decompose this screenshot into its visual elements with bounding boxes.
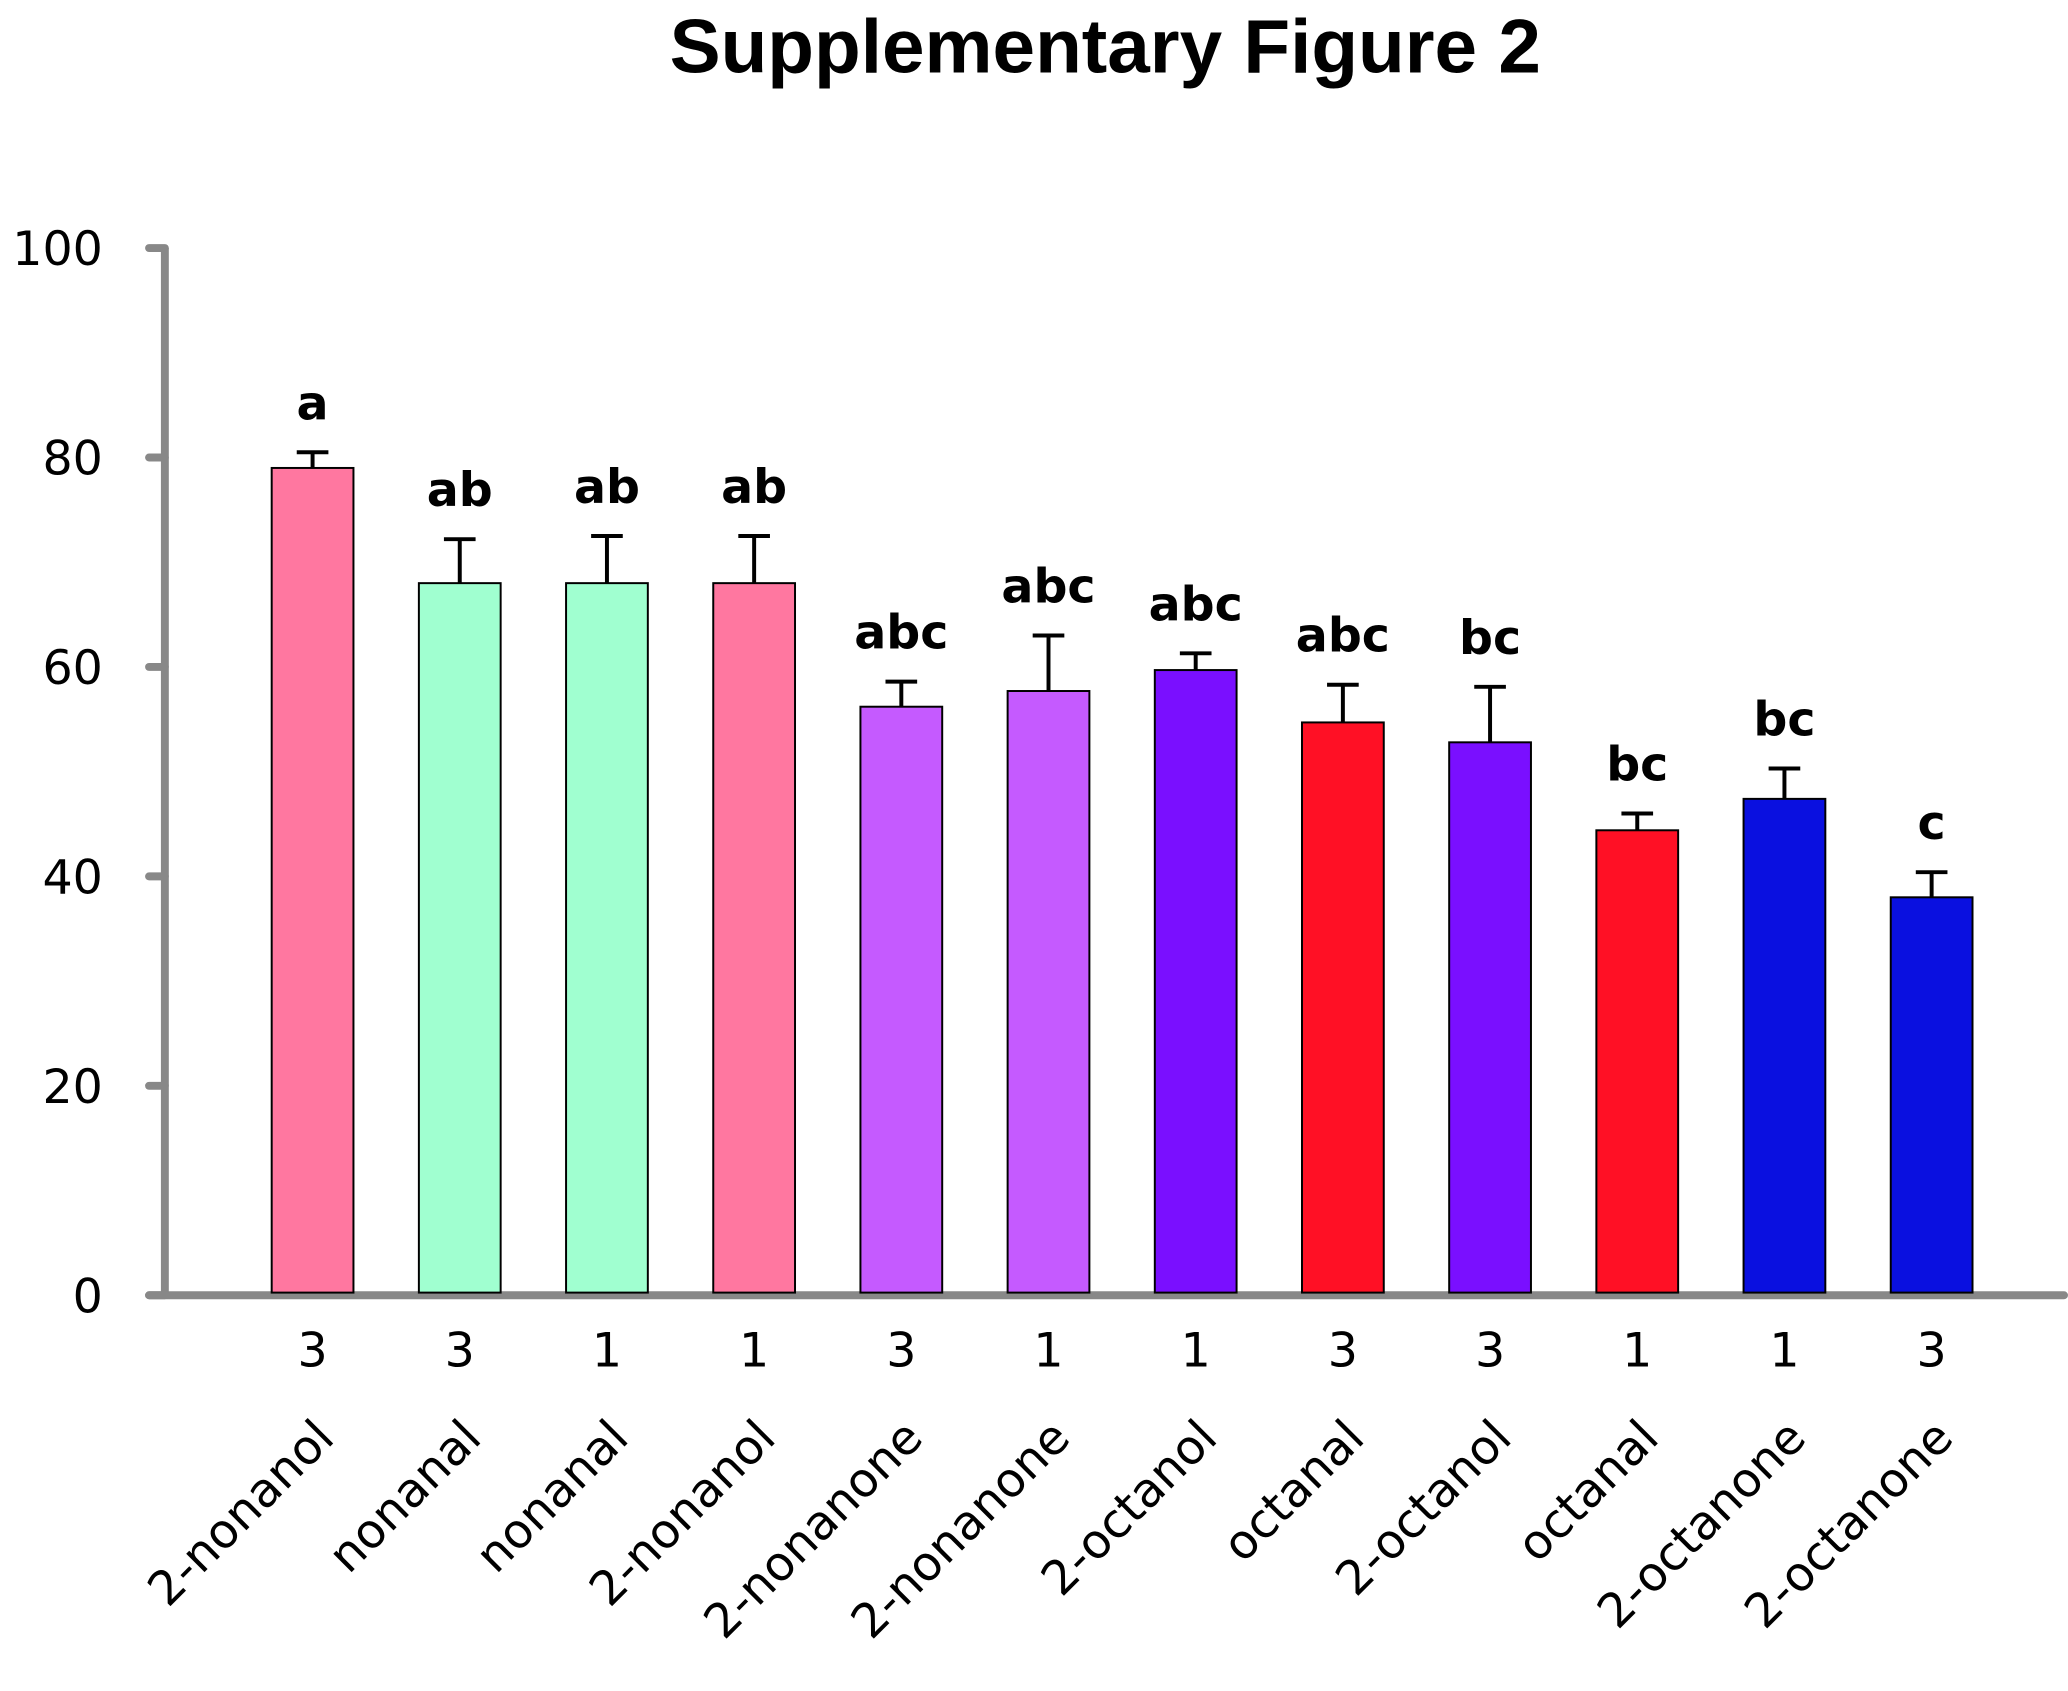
y-tick-label: 40	[42, 851, 102, 906]
significance-label: ab	[427, 463, 493, 518]
significance-label: abc	[1296, 609, 1390, 664]
dose-label: 1	[739, 1323, 769, 1378]
dose-label: 1	[1033, 1323, 1063, 1378]
dose-label: 1	[1181, 1323, 1211, 1378]
bar	[859, 705, 944, 1294]
category-label: 2-nonanol	[138, 1410, 345, 1617]
bar	[1742, 797, 1827, 1294]
bar	[1301, 721, 1385, 1294]
dose-label: 1	[1769, 1323, 1799, 1378]
bar	[1448, 741, 1532, 1294]
dose-label: 3	[1475, 1323, 1505, 1378]
bar	[1595, 829, 1680, 1294]
y-tick-label: 20	[42, 1060, 102, 1115]
dose-label: 3	[1917, 1323, 1947, 1378]
dose-label: 3	[445, 1323, 475, 1378]
significance-label: abc	[1001, 560, 1095, 615]
bar	[565, 582, 649, 1294]
significance-label: a	[297, 376, 329, 431]
significance-label: bc	[1606, 738, 1668, 793]
significance-label: bc	[1459, 611, 1521, 666]
bar	[1889, 896, 1974, 1294]
bar	[712, 582, 797, 1294]
y-tick-label: 60	[42, 641, 102, 696]
bar	[1006, 690, 1091, 1294]
dose-label: 3	[886, 1323, 916, 1378]
y-tick-label: 80	[42, 432, 102, 487]
bar	[1153, 669, 1238, 1294]
significance-label: ab	[574, 460, 640, 515]
dose-label: 1	[592, 1323, 622, 1378]
significance-label: abc	[1149, 577, 1243, 632]
dose-label: 3	[1328, 1323, 1358, 1378]
chart-title: Supplementary Figure 2	[670, 5, 1541, 90]
y-tick-label: 0	[73, 1269, 103, 1324]
significance-label: abc	[854, 606, 948, 661]
y-tick-label: 100	[12, 222, 103, 277]
significance-label: ab	[721, 460, 787, 515]
category-label: nonanal	[318, 1410, 492, 1584]
bar	[270, 466, 355, 1294]
significance-label: bc	[1753, 693, 1815, 748]
bar	[417, 582, 502, 1294]
dose-label: 1	[1622, 1323, 1652, 1378]
significance-label: c	[1918, 796, 1946, 851]
dose-label: 3	[297, 1323, 327, 1378]
